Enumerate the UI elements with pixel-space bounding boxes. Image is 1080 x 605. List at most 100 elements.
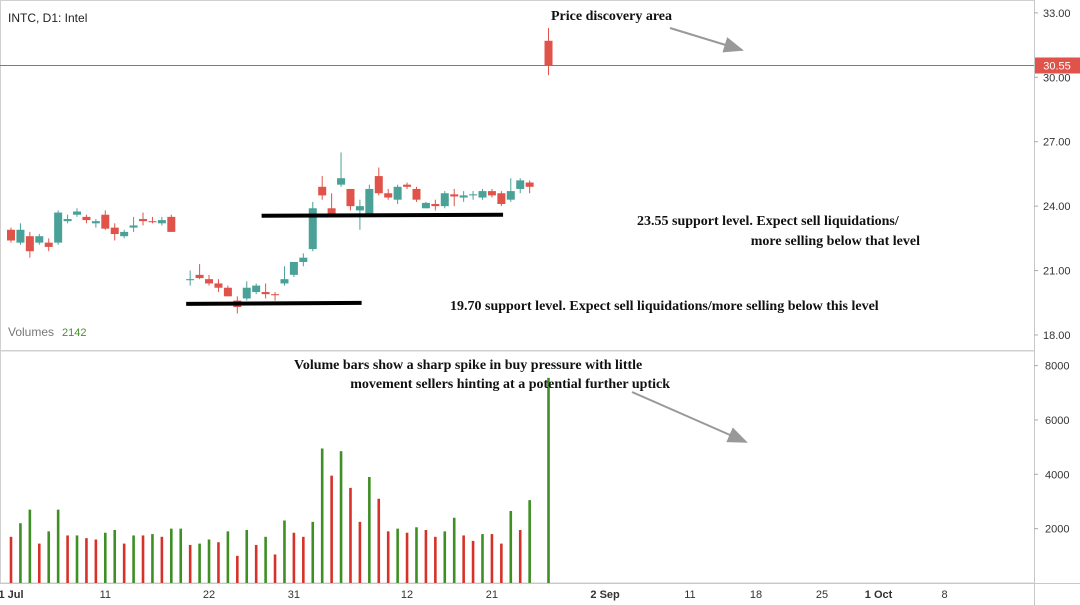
candle-body (148, 221, 157, 223)
candle-body (195, 274, 204, 279)
candle-body (374, 176, 383, 194)
candle-body (450, 194, 459, 197)
candle-body (82, 216, 91, 221)
volume-bar (56, 509, 60, 583)
time-tick-label: 31 (288, 589, 300, 601)
price-axis: 33.00 30.00 27.00 24.00 21.00 18.00 (1034, 8, 1071, 342)
candle-body (44, 242, 53, 247)
time-tick-label: 25 (816, 589, 828, 601)
volume-bar (179, 528, 183, 583)
last-price-label: 30.55 (1043, 60, 1071, 72)
candle-body (157, 220, 166, 224)
volume-bar (236, 555, 239, 583)
candle-body (308, 208, 317, 250)
volume-bar (217, 542, 220, 583)
support-lines (186, 212, 504, 306)
volume-bar (386, 531, 390, 583)
last-price-line: 30.55 (0, 57, 1080, 74)
candle-body (497, 193, 506, 204)
candle-body (139, 219, 148, 222)
candle-body (261, 292, 270, 295)
candle-body (459, 195, 468, 198)
candle-body (346, 188, 355, 207)
volume-bar (19, 523, 22, 583)
volume-bar (339, 451, 343, 583)
time-tick-label: 11 (100, 589, 111, 601)
volume-bar (75, 535, 79, 583)
candle-body (91, 221, 100, 224)
volume-bar (283, 520, 286, 583)
volumes-label: Volumes (8, 325, 54, 339)
volume-bar (528, 500, 531, 583)
candle-body (120, 231, 129, 237)
volume-bar (37, 543, 41, 583)
time-tick-label: 2 Sep (590, 589, 620, 601)
candle-body (393, 186, 402, 200)
candle-body (7, 229, 15, 241)
volume-bar (471, 540, 475, 583)
support-line (186, 300, 362, 306)
candle-body (384, 193, 393, 198)
volume-bar (141, 535, 145, 583)
candle-body (214, 283, 223, 288)
symbol-title: INTC, D1: Intel (8, 11, 87, 25)
support-23-annotation-line1: 23.55 support level. Expect sell liquida… (637, 214, 900, 229)
volume-bar (273, 554, 277, 583)
candle-body (337, 178, 346, 185)
volume-bar (452, 517, 456, 583)
support-23-annotation-line2: more selling below that level (751, 234, 920, 249)
volume-bar (66, 535, 69, 583)
last-price-badge (1035, 57, 1080, 74)
candle-body (478, 191, 487, 198)
support-19-annotation: 19.70 support level. Expect sell liquida… (450, 299, 879, 314)
candle-body (280, 279, 289, 284)
candle-body (516, 180, 525, 189)
volume-bar (198, 543, 201, 583)
volume-bar (424, 530, 428, 583)
candle-body (35, 236, 44, 243)
volume-bar (292, 532, 296, 583)
volume-bar (302, 536, 305, 583)
volume-bar (188, 544, 192, 583)
volume-bar (481, 534, 484, 583)
volume-pane (0, 350, 1035, 584)
volume-bar (405, 532, 409, 583)
candles (7, 27, 553, 314)
volume-bar (132, 535, 135, 583)
time-tick-label: 22 (203, 589, 215, 601)
price-tick-label: 27.00 (1043, 137, 1071, 149)
candle-body (327, 208, 336, 215)
candle-body (63, 219, 72, 222)
candle-body (299, 257, 308, 262)
price-tick-label: 33.00 (1043, 8, 1071, 20)
volume-axis: 8000 6000 4000 2000 (1034, 361, 1069, 536)
candle-body (355, 206, 364, 211)
volume-tick-label: 6000 (1045, 415, 1069, 427)
volume-annotation-line2: movement sellers hinting at a potential … (350, 377, 670, 392)
volume-bar (85, 538, 88, 583)
candle-body (403, 184, 412, 187)
candle-body (544, 40, 553, 66)
time-tick-label: 21 (486, 589, 498, 601)
volume-bar (462, 535, 465, 583)
volume-bars (9, 377, 550, 583)
candle-body (289, 261, 298, 275)
volume-bar (245, 530, 249, 583)
volume-bar (170, 528, 173, 583)
candle-body (440, 193, 449, 207)
candle-body (421, 202, 430, 209)
candle-body (167, 216, 176, 232)
price-tick-label: 18.00 (1043, 330, 1071, 342)
candle-body (129, 225, 138, 228)
time-tick-label: 1 Jul (0, 589, 24, 601)
volume-bar (415, 527, 418, 583)
candle-body (469, 194, 478, 196)
volume-bar (254, 544, 258, 583)
candle-body (25, 236, 34, 252)
volume-bar (160, 536, 164, 583)
candle-body (525, 182, 534, 187)
volume-bar (113, 530, 117, 583)
candle-body (252, 285, 261, 293)
candle-body (186, 279, 195, 281)
volume-bar (396, 528, 399, 583)
